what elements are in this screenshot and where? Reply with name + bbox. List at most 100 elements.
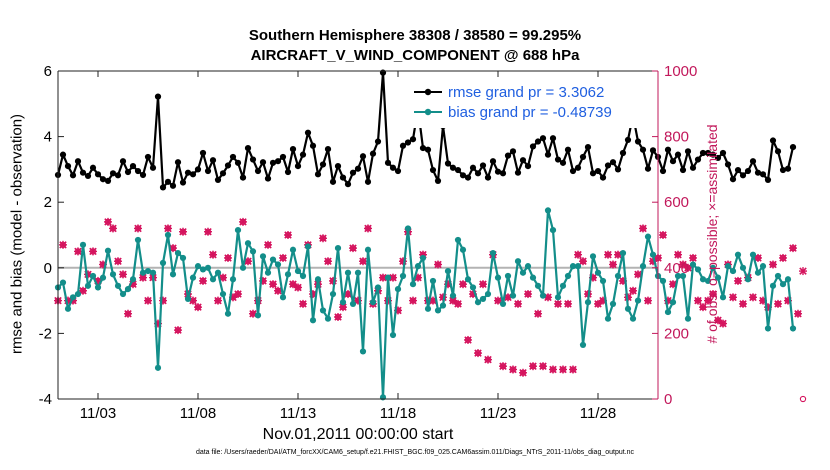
bias-point [514,258,522,265]
rmse-point [694,156,702,163]
rmse-point [374,138,382,145]
bias-point [144,267,152,275]
bias-point [74,290,82,298]
obs-possible-marker [749,294,757,301]
rmse-point [249,156,257,163]
bias-point [749,251,757,258]
bias-point [529,274,537,281]
bias-point [149,269,157,276]
bias-point [549,226,557,234]
bias-point [399,272,407,280]
x-tick-label: 11/13 [280,405,316,422]
obs-possible-marker [529,363,537,370]
rmse-point [714,154,722,162]
obs-possible-marker [319,235,327,242]
bias-point [159,259,167,266]
rmse-point [264,175,272,182]
rmse-point [554,156,562,163]
obs-possible-marker [494,297,502,304]
rmse-point [114,172,122,179]
rmse-point [544,151,552,158]
obs-possible-marker [284,231,292,239]
bias-point [769,282,777,289]
rmse-point [159,184,167,191]
obs-possible-marker [739,300,747,308]
obs-possible-marker [684,264,692,271]
bias-point [559,282,567,289]
bias-point [524,263,532,270]
obs-possible-marker [329,277,337,285]
rmse-point [84,172,92,180]
bias-point [229,276,237,283]
rmse-point [474,170,482,177]
rmse-point [679,166,687,174]
rmse-point [164,178,172,185]
bias-point [789,325,797,332]
rmse-point [789,143,797,151]
rmse-point [564,146,572,153]
bias-point [439,302,447,309]
y-tick-label-right: 0 [664,391,672,408]
rmse-point [354,165,362,172]
bias-point [689,261,697,268]
bias-point [129,276,137,283]
bias-point [614,272,622,280]
bias-point [739,264,747,271]
rmse-point [129,163,137,170]
rmse-point [509,148,517,155]
bias-point [564,272,572,280]
obs-possible-marker [579,258,587,265]
obs-possible-marker [324,258,332,265]
obs-possible-marker [774,300,782,308]
rmse-point [269,159,277,166]
rmse-point [199,149,207,157]
bias-point [429,277,437,285]
axes-group: 11/03 11/08 11/13 11/18 11/23 11/28 -4 -2 0 2 4 6 0 2… [39,63,698,422]
y-tick-label-right: 800 [664,129,689,146]
x-tick-label: 11/28 [580,405,616,422]
y-tick-label-left: 0 [44,260,52,277]
obs-possible-marker [269,281,277,288]
obs-possible-marker [119,271,127,278]
rmse-point [574,164,582,171]
bias-point [94,284,102,291]
rmse-point [409,136,417,143]
bias-point [204,264,212,271]
rmse-point [309,142,317,149]
bias-point [414,263,422,270]
rmse-point [384,159,392,166]
rmse-point [624,136,632,143]
obs-possible-marker [179,228,187,235]
obs-possible-marker [699,304,707,311]
y-tick-label-left: -4 [39,391,52,408]
rmse-point [149,164,157,171]
bias-point [279,294,287,301]
bias-point [299,272,307,280]
bias-point [124,286,132,293]
obs-possible-marker [694,297,702,304]
bias-point [254,312,262,319]
obs-possible-marker [279,254,287,262]
bias-point [674,272,682,280]
rmse-point [464,174,472,181]
bias-point [534,282,542,289]
bias-point [589,253,597,260]
bias-point [599,277,607,285]
bias-point [634,297,642,304]
chart-title: Southern Hemisphere 38308 / 38580 = 99.2… [248,27,582,44]
bias-point [499,300,507,307]
obs-possible-marker [134,225,142,232]
bias-point [764,325,772,332]
rmse-point [299,151,307,158]
bias-point [759,263,767,270]
obs-possible-marker [174,326,182,334]
bias-point [304,243,312,250]
obs-possible-marker [224,254,232,262]
x-tick-label: 11/23 [480,405,516,422]
obs-possible-marker [534,310,542,317]
rmse-point [329,178,337,185]
rmse-point [649,147,657,154]
rmse-point [144,153,152,161]
obs-possible-marker [209,251,217,258]
